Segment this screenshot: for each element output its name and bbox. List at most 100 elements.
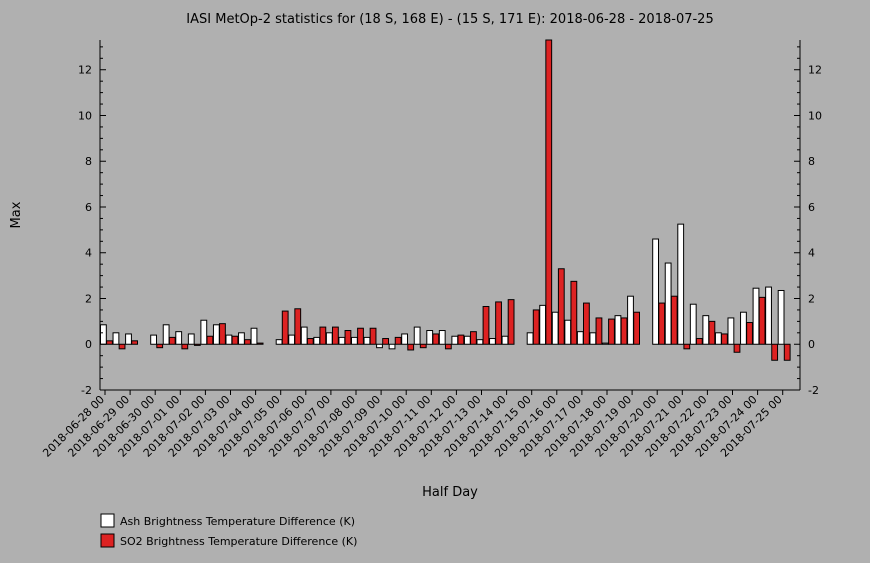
legend: Ash Brightness Temperature Difference (K… [100,513,357,548]
bar-ash [376,343,383,349]
bar-so2 [708,320,716,345]
bar-so2 [156,343,164,349]
bar-so2 [118,343,126,350]
chart-title: IASI MetOp-2 statistics for (18 S, 168 E… [186,12,713,27]
y-tick-label-left: 4 [85,247,92,260]
bar-so2 [721,333,728,345]
bar-so2 [432,333,440,345]
bar-ash [677,223,685,345]
legend-label-ash: Ash Brightness Temperature Difference (K… [120,515,355,528]
y-tick-label-left: 12 [78,64,92,77]
bar-ash [401,333,409,345]
bar-ash [313,336,321,345]
bar-ash [438,330,446,345]
bar-so2 [545,39,553,345]
bar-so2 [444,343,452,350]
bar-so2 [771,343,779,361]
bar-so2 [206,335,214,345]
legend-label-so2: SO2 Brightness Temperature Difference (K… [120,535,357,548]
bar-so2 [344,330,352,345]
y-tick-label-left: -2 [81,384,92,397]
bar-so2 [332,326,339,345]
bar-ash [200,319,208,345]
y-tick-label-left: 2 [85,292,92,305]
bar-ash [476,339,484,345]
bar-so2 [608,318,615,345]
bar-ash [551,311,559,345]
bar-ash [212,324,220,345]
bar-so2 [620,317,628,345]
y-tick-label-right: 8 [808,155,815,168]
bar-ash [351,336,358,345]
bar-so2 [256,342,264,345]
y-tick-label-right: 4 [808,247,815,260]
bar-ash [576,331,584,345]
y-tick-label-right: 12 [808,64,822,77]
bar-ash [652,238,660,345]
bar-so2 [532,309,540,345]
bar-so2 [783,343,791,361]
y-tick-label-right: 2 [808,292,815,305]
bar-so2 [733,343,741,353]
bar-so2 [482,306,490,345]
bar-so2 [470,331,477,345]
y-tick-label-right: 10 [808,109,822,122]
bar-so2 [231,335,239,345]
bar-so2 [106,340,113,345]
bar-ash [765,286,772,345]
bar-ash [250,327,258,345]
bar-so2 [407,343,415,351]
bar-ash [489,338,496,345]
bar-ash [388,343,396,350]
bar-ash [100,324,107,345]
bar-ash [426,330,434,345]
bar-ash [702,315,710,345]
bar-ash [539,304,547,345]
bar-ash [413,326,421,345]
bar-ash [125,333,132,345]
bar-so2 [181,343,189,350]
bar-so2 [583,302,590,345]
bar-so2 [168,336,176,345]
bar-so2 [131,340,138,345]
bar-ash [614,315,622,345]
bar-ash [602,342,609,345]
bar-so2 [419,343,427,349]
bar-so2 [219,323,226,345]
bar-so2 [683,343,691,350]
bar-ash [740,311,747,345]
bar-ash [325,332,333,345]
bar-ash [162,324,170,345]
bar-ash [275,339,283,345]
bar-so2 [758,296,766,345]
bar-so2 [382,338,390,345]
y-axis-label: Max [9,201,24,228]
bar-so2 [244,339,251,345]
bar-so2 [457,334,465,345]
y-tick-label-right: -2 [808,384,819,397]
x-axis-label: Half Day [422,485,478,500]
y-tick-label-right: 6 [808,201,815,214]
bar-ash [564,319,572,345]
bar-ash [187,333,195,345]
bar-ash [777,289,785,345]
bar-ash [363,336,371,345]
bar-ash [451,335,459,345]
bar-ash [526,332,534,345]
bar-so2 [319,326,327,345]
bar-ash [225,334,233,345]
bar-so2 [294,308,302,345]
bar-ash [752,287,760,345]
bar-ash [175,331,183,345]
bar-ash [714,332,722,345]
bar-ash [150,334,157,345]
bar-so2 [570,280,578,345]
bar-ash [689,303,697,345]
bar-ash [664,262,672,345]
legend-swatch-ash [100,513,115,528]
bar-so2 [746,322,753,345]
bar-so2 [357,327,364,345]
bar-ash [338,336,346,345]
